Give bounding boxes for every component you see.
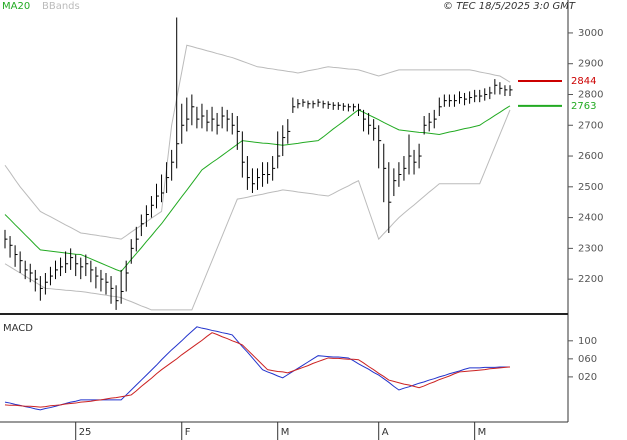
y-tick-label: 2400	[578, 213, 603, 224]
price-tag-label: 2763	[571, 101, 596, 112]
price-tag-label: 2844	[571, 76, 596, 87]
y-tick-label: 2300	[578, 243, 603, 254]
y-tick-label: 2900	[578, 59, 603, 70]
y-tick-label: 2600	[578, 151, 603, 162]
macd-line	[4, 326, 510, 411]
y-tick-label: 100	[578, 336, 597, 347]
y-tick-label: 2700	[578, 120, 603, 131]
ma20-line	[4, 105, 511, 273]
x-tick-label: M	[478, 427, 487, 438]
y-tick-label: 2200	[578, 274, 603, 285]
legend-bbands: BBands	[42, 1, 80, 12]
legend-ma20: MA20	[2, 1, 30, 12]
y-tick-label: 2500	[578, 182, 603, 193]
x-tick-label: A	[382, 427, 389, 438]
y-tick-label: 060	[578, 354, 597, 365]
y-tick-label: 2800	[578, 89, 603, 100]
y-tick-label: 3000	[578, 28, 603, 39]
bband-upper	[4, 44, 511, 240]
macd-line	[4, 332, 511, 408]
x-tick-label: M	[281, 427, 290, 438]
x-tick-label: F	[185, 427, 191, 438]
bband-lower	[4, 109, 511, 311]
source: © TEC 18/5/2025 3:0 GMT	[443, 1, 576, 12]
x-tick-label: 25	[79, 427, 92, 438]
macd-title: MACD	[3, 323, 33, 334]
y-tick-label: 020	[578, 372, 597, 383]
